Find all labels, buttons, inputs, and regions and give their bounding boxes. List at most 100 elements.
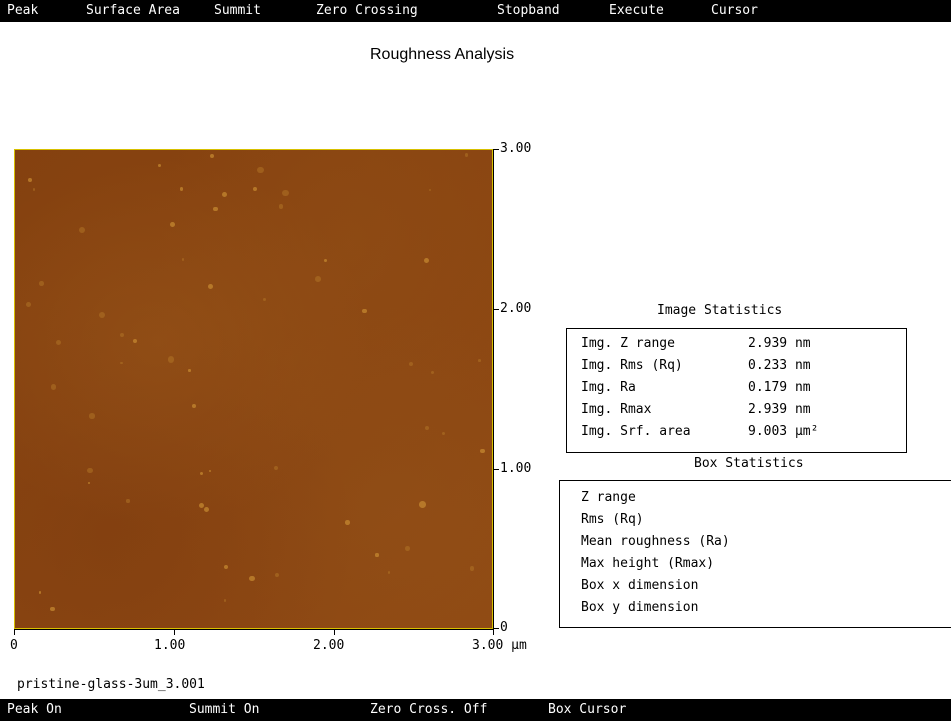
surface-feature [409,361,414,367]
status-summit: Summit On [189,702,260,717]
surface-feature [132,338,138,344]
surface-feature [167,355,175,363]
status-box-cursor: Box Cursor [548,702,627,717]
surface-feature [208,283,214,289]
surface-feature [182,258,185,261]
surface-feature [249,576,255,582]
surface-feature [429,188,432,192]
menu-item-surface-area[interactable]: Surface Area [86,3,180,18]
surface-feature [120,361,123,365]
surface-feature [126,499,130,503]
surface-feature [362,308,367,313]
menu-item-cursor[interactable]: Cursor [711,3,758,18]
surface-feature [419,501,426,508]
surface-height-image[interactable] [14,149,493,629]
x-axis-line [14,629,494,630]
stat-label: Img. Rmax [581,402,652,417]
surface-feature [87,468,93,474]
surface-feature [170,222,176,227]
surface-feature [199,472,204,476]
x-tick-label: 2.00 [313,638,345,653]
menu-item-execute[interactable]: Execute [609,3,664,18]
stat-label: Img. Z range [581,336,675,351]
box-stat-label: Box x dimension [581,578,699,593]
menu-item-summit[interactable]: Summit [214,3,261,18]
stat-label: Img. Srf. area [581,424,691,439]
y-axis-line [493,149,494,629]
image-statistics-panel: Img. Z range 2.939 nm Img. Rms (Rq) 0.23… [566,328,907,453]
surface-feature [55,339,61,345]
status-zero-cross: Zero Cross. Off [370,702,488,717]
surface-feature [87,482,90,485]
page-title: Roughness Analysis [370,46,515,63]
surface-feature [469,566,474,571]
surface-feature [387,571,391,574]
y-tick [493,149,499,150]
status-bar: Peak On Summit On Zero Cross. Off Box Cu… [0,699,951,721]
menu-item-stopband[interactable]: Stopband [497,3,560,18]
y-tick-label: 1.00 [500,461,532,476]
surface-feature [345,520,350,525]
surface-feature [32,188,36,192]
surface-feature [50,607,55,612]
surface-feature [263,297,267,301]
status-peak: Peak On [7,702,62,717]
surface-feature [209,153,215,159]
box-stat-label: Z range [581,490,636,505]
surface-feature [26,302,32,307]
surface-feature [324,259,327,263]
surface-feature [441,431,446,436]
file-name: pristine-glass-3um_3.001 [17,677,205,692]
y-tick-label: 2.00 [500,301,532,316]
y-tick-label: 0 [500,620,508,635]
surface-feature [464,153,468,157]
surface-feature [203,506,209,512]
surface-feature [39,281,44,286]
box-stat-label: Max height (Rmax) [581,556,715,571]
menu-item-zero-crossing[interactable]: Zero Crossing [316,3,418,18]
surface-feature [38,591,42,595]
x-tick-label: 3.00 µm [472,638,527,653]
y-tick [493,309,499,310]
box-stat-label: Mean roughness (Ra) [581,534,730,549]
surface-feature [375,553,379,557]
surface-feature [315,275,321,282]
box-stat-label: Rms (Rq) [581,512,644,527]
stat-value: 2.939 nm [748,336,811,351]
surface-feature [213,206,218,212]
stat-value: 9.003 µm² [748,424,819,439]
surface-feature [188,369,191,372]
x-tick [174,629,175,635]
surface-feature [222,192,228,197]
surface-feature [282,189,289,197]
x-tick [14,629,15,635]
surface-feature [405,546,411,551]
stat-value: 2.939 nm [748,402,811,417]
surface-feature [119,333,124,338]
surface-feature [275,573,280,578]
surface-feature [192,403,197,408]
menu-bar: Peak Surface Area Summit Zero Crossing S… [0,0,951,22]
surface-feature [423,258,429,264]
x-tick-label: 1.00 [154,638,186,653]
surface-feature [223,564,229,570]
x-tick [334,629,335,635]
surface-feature [198,502,205,509]
stat-value: 0.233 nm [748,358,811,373]
stat-value: 0.179 nm [748,380,811,395]
box-stat-label: Box y dimension [581,600,699,615]
menu-item-peak[interactable]: Peak [7,3,39,18]
surface-feature [256,166,264,174]
y-tick [493,628,499,629]
surface-feature [89,413,95,419]
surface-feature [179,187,184,192]
surface-feature [27,178,32,183]
surface-feature [157,163,161,167]
surface-feature [223,599,227,602]
surface-feature [273,465,278,470]
y-tick-label: 3.00 [500,141,532,156]
surface-feature [50,384,57,390]
surface-feature [480,448,485,454]
stat-label: Img. Rms (Rq) [581,358,683,373]
image-statistics-heading: Image Statistics [657,303,783,318]
